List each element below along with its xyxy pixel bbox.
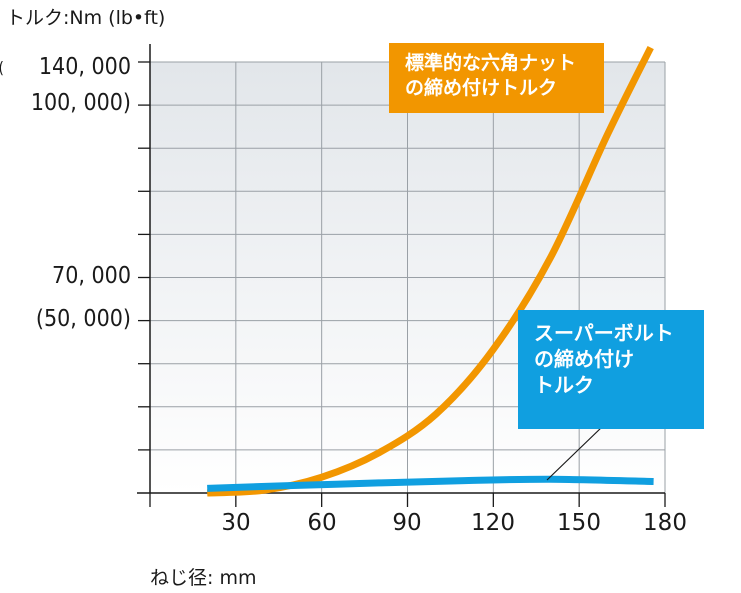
- superbolt-torque-line: [207, 475, 654, 492]
- x-tick-label: 90: [392, 510, 422, 536]
- y-tick-label-paren: (: [0, 56, 4, 79]
- blue-callout-leader: [546, 425, 604, 481]
- x-tick-label: 60: [307, 510, 337, 536]
- y-tick-label-50000-lbft: (50, 000): [35, 306, 131, 332]
- y-tick-label-100000-lbft: 100, 000): [30, 90, 131, 116]
- callout-line: の締め付け: [534, 347, 634, 371]
- y-axis-title: トルク:Nm (lb•ft): [6, 7, 166, 29]
- superbolt-torque-callout: スーパーボルト の締め付け トルク: [518, 310, 704, 429]
- callout-line: スーパーボルト: [534, 321, 674, 345]
- x-tick-label: 180: [643, 510, 687, 536]
- y-tick-label-140000: 140, 000: [38, 54, 131, 80]
- x-tick-label: 30: [221, 510, 251, 536]
- series-lines: [207, 46, 654, 497]
- hex-nut-torque-callout: 標準的な六角ナット の締め付けトルク: [389, 43, 604, 113]
- y-tick-label-70000: 70, 000: [52, 263, 131, 289]
- x-tick-label: 120: [471, 510, 515, 536]
- callout-line: 標準的な六角ナット: [405, 52, 577, 74]
- x-tick-label: 150: [557, 510, 601, 536]
- x-axis-title: ねじ径: mm: [150, 567, 257, 589]
- callout-line: トルク: [534, 373, 594, 397]
- callout-line: の締め付けトルク: [405, 77, 558, 99]
